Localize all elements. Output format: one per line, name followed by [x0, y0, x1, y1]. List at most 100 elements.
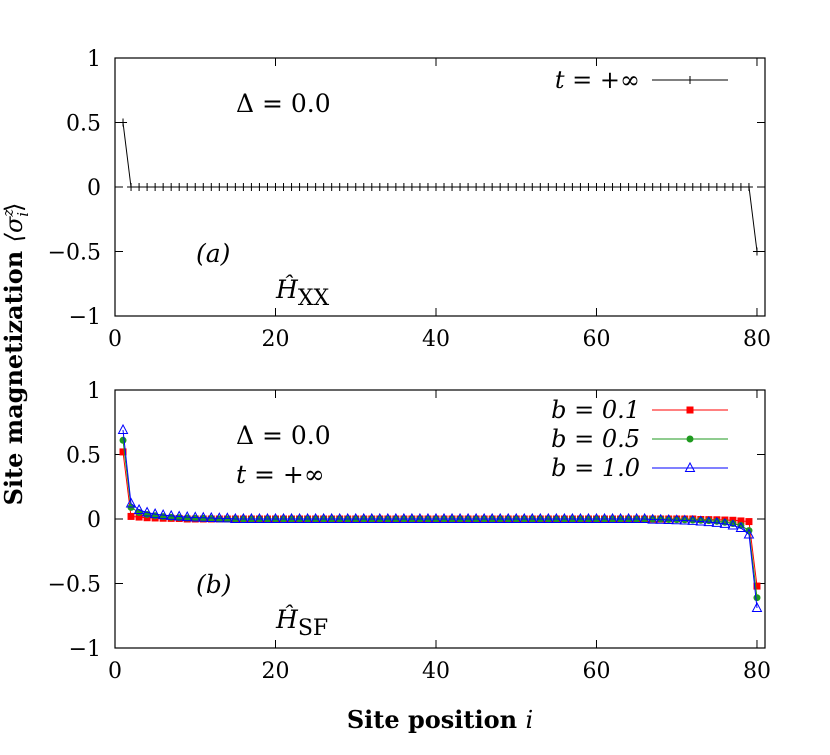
legend-label: b = 0.1 [551, 396, 640, 424]
data-point [173, 510, 185, 521]
y-tick-label: −0.5 [48, 573, 101, 598]
x-tick-label: 20 [261, 659, 289, 684]
data-point [512, 183, 521, 191]
delta-annotation-a: Δ = 0.0 [236, 89, 331, 118]
data-point [294, 512, 305, 523]
data-point [502, 512, 514, 523]
data-point [141, 506, 153, 517]
data-point [374, 512, 386, 523]
data-point [375, 183, 384, 191]
data-point [438, 512, 450, 523]
y-tick-label: 0.5 [66, 444, 101, 469]
ticks-b: 0 20 40 60 80 1 0.5 0 −0.5 −1 [48, 379, 771, 684]
data-point [399, 183, 408, 191]
data-point [583, 512, 594, 523]
data-point [648, 183, 657, 191]
y-axis-label-sub: i [14, 212, 32, 217]
data-point [504, 183, 513, 191]
data-point [616, 183, 625, 191]
time-annotation-b: t = +∞ [236, 460, 325, 489]
data-point [728, 183, 737, 191]
data-point [303, 183, 312, 191]
data-point [679, 514, 691, 525]
x-tick-label: 80 [743, 327, 771, 352]
data-point [255, 183, 264, 191]
data-point [536, 183, 545, 191]
data-point [263, 183, 272, 191]
x-tick-label: 0 [108, 659, 122, 684]
data-point [623, 512, 634, 523]
panel-a: 0 20 40 60 80 1 0.5 0 −0.5 −1 Δ = 0.0 (a) ĤXX t =… [48, 47, 771, 352]
data-point [119, 118, 128, 127]
data-point [319, 183, 328, 191]
data-point [183, 183, 192, 191]
data-point [544, 183, 553, 191]
data-point [656, 183, 665, 191]
data-point [127, 183, 136, 191]
data-point [559, 512, 570, 523]
x-axis-label-var: i [525, 706, 533, 734]
data-point [576, 183, 585, 191]
data-point [680, 183, 689, 191]
data-point [430, 512, 442, 523]
data-point [135, 183, 144, 191]
data-point [551, 512, 562, 523]
data-point [472, 183, 481, 191]
hamiltonian-symbol-b: Ĥ [275, 605, 299, 634]
data-point [647, 513, 658, 524]
data-point [135, 513, 143, 521]
data-point [743, 528, 755, 539]
data-point [165, 509, 177, 520]
data-point [199, 183, 208, 191]
series-a [119, 118, 761, 256]
x-axis-label: Site position i [347, 705, 533, 734]
data-point [205, 511, 217, 522]
data-point [440, 183, 449, 191]
data-point [167, 183, 176, 191]
ticks-a: 0 20 40 60 80 1 0.5 0 −0.5 −1 [48, 47, 771, 352]
data-point [143, 183, 152, 191]
data-point [600, 183, 609, 191]
hamiltonian-symbol-a: Ĥ [275, 275, 299, 304]
data-point [687, 514, 699, 525]
hamiltonian-sub-a: XX [298, 286, 330, 311]
data-point [584, 183, 593, 191]
data-point [663, 513, 675, 525]
data-point [335, 183, 344, 191]
data-point [287, 183, 296, 191]
data-point [567, 512, 578, 523]
data-point [737, 517, 745, 525]
panel-label-b: (b) [196, 570, 232, 599]
data-point [302, 512, 313, 523]
y-tick-label: 0 [87, 176, 101, 201]
data-point [624, 183, 633, 191]
data-point [560, 183, 569, 191]
data-point [744, 183, 753, 191]
data-point [159, 183, 168, 191]
data-point [366, 512, 378, 523]
data-point [488, 183, 497, 191]
y-tick-label: −1 [69, 637, 101, 662]
data-point [591, 512, 602, 523]
y-tick-label: −0.5 [48, 241, 101, 266]
y-tick-label: 1 [87, 379, 101, 404]
data-point [238, 512, 249, 523]
data-point [230, 512, 241, 523]
data-point [454, 512, 466, 523]
x-tick-label: 60 [582, 659, 610, 684]
data-point [753, 594, 761, 602]
data-point [510, 512, 522, 523]
series-b [117, 423, 763, 613]
data-point [486, 512, 498, 523]
y-axis-label-math: ⟨σ [0, 216, 28, 242]
data-point [607, 512, 618, 523]
data-point [462, 512, 474, 523]
data-point [406, 512, 418, 523]
data-point [351, 183, 360, 191]
data-point [639, 512, 650, 523]
data-point [207, 183, 216, 191]
data-point [270, 512, 281, 523]
data-point [526, 512, 538, 523]
series-line [122, 429, 758, 609]
